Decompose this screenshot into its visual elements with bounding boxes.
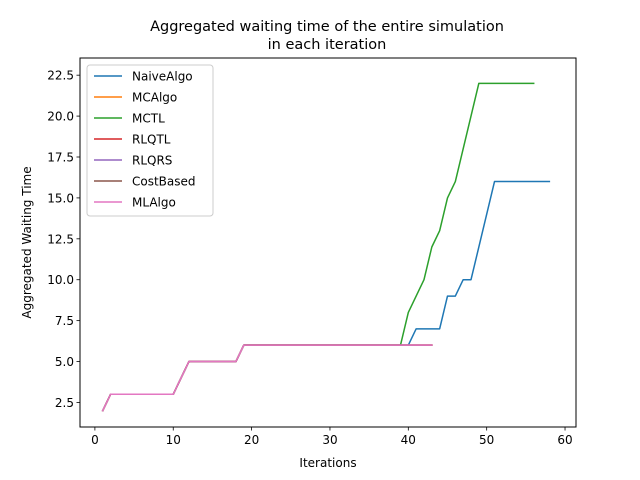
legend-label: RLQTL (132, 133, 171, 147)
y-axis-label: Aggregated Waiting Time (20, 166, 34, 318)
chart-title-line-1: Aggregated waiting time of the entire si… (150, 19, 504, 35)
legend-label: MCAlgo (132, 91, 177, 105)
x-tick-label: 50 (479, 433, 494, 447)
y-tick-label: 22.5 (47, 69, 74, 83)
legend-label: RLQRS (132, 154, 172, 168)
legend-label: NaiveAlgo (132, 70, 193, 84)
y-axis-ticks: 2.5 5.0 7.5 10.0 12.5 15.0 17.5 20.0 22.5 (47, 69, 80, 410)
x-tick-label: 40 (401, 433, 416, 447)
y-tick-label: 10.0 (47, 273, 74, 287)
x-tick-label: 0 (91, 433, 99, 447)
legend-box (86, 64, 214, 217)
plot-frame (79, 57, 577, 428)
x-axis-label: Iterations (299, 456, 356, 470)
y-tick-label: 15.0 (47, 191, 74, 205)
series-line-mlalgo (101, 344, 433, 412)
y-tick-label: 12.5 (47, 232, 74, 246)
chart-title-line-2: in each iteration (268, 37, 387, 53)
x-axis-ticks: 0 10 20 30 40 50 60 (91, 427, 573, 447)
series-layer (101, 82, 551, 412)
legend-label: CostBased (132, 175, 196, 189)
y-tick-label: 2.5 (55, 396, 74, 410)
x-tick-label: 30 (322, 433, 337, 447)
legend-label: MCTL (132, 112, 165, 126)
y-tick-label: 5.0 (55, 355, 74, 369)
x-tick-label: 10 (166, 433, 181, 447)
legend-label: MLAlgo (132, 196, 176, 210)
x-tick-label: 60 (557, 433, 572, 447)
y-tick-label: 20.0 (47, 110, 74, 124)
y-tick-label: 17.5 (47, 151, 74, 165)
y-tick-label: 7.5 (55, 314, 74, 328)
legend: NaiveAlgo MCAlgo MCTL RLQTL RLQRS CostBased ML… (86, 64, 214, 217)
x-tick-label: 20 (244, 433, 259, 447)
